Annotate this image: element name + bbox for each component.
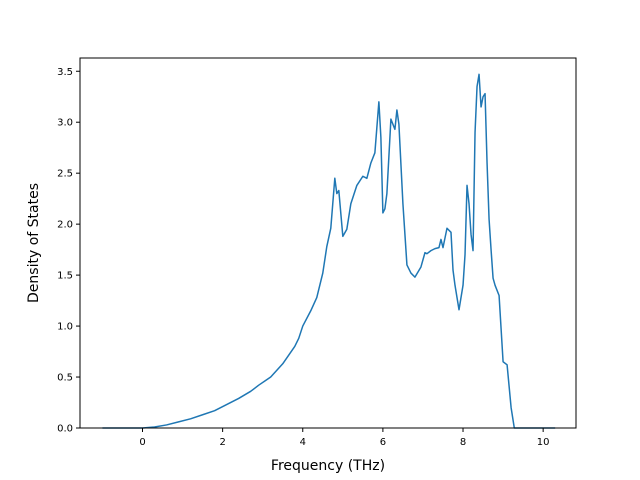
plot-area bbox=[102, 73, 556, 429]
y-tick-label: 1.0 bbox=[57, 322, 73, 333]
y-axis-label: Density of States bbox=[26, 183, 42, 303]
x-tick-label: 8 bbox=[460, 437, 466, 448]
y-tick-label: 1.5 bbox=[57, 271, 73, 282]
dos-series-line bbox=[102, 73, 556, 429]
y-tick-label: 2.5 bbox=[57, 169, 73, 180]
y-tick-label: 0.0 bbox=[57, 424, 73, 435]
axes-frame bbox=[79, 57, 577, 429]
y-tick-label: 3.5 bbox=[57, 67, 73, 78]
x-tick-label: 2 bbox=[219, 437, 225, 448]
y-tick-label: 2.0 bbox=[57, 220, 73, 231]
y-axis-ticks: 0.0 0.5 1.0 1.5 2.0 2.5 3.0 3.5 bbox=[57, 67, 80, 435]
x-tick-label: 6 bbox=[380, 437, 386, 448]
y-tick-label: 3.0 bbox=[57, 118, 73, 129]
x-tick-label: 4 bbox=[300, 437, 306, 448]
y-tick-label: 0.5 bbox=[57, 373, 73, 384]
x-axis-ticks: 0 2 4 6 8 10 bbox=[139, 428, 550, 448]
x-tick-label: 10 bbox=[537, 437, 550, 448]
x-tick-label: 0 bbox=[139, 437, 145, 448]
x-axis-label: Frequency (THz) bbox=[271, 458, 385, 474]
